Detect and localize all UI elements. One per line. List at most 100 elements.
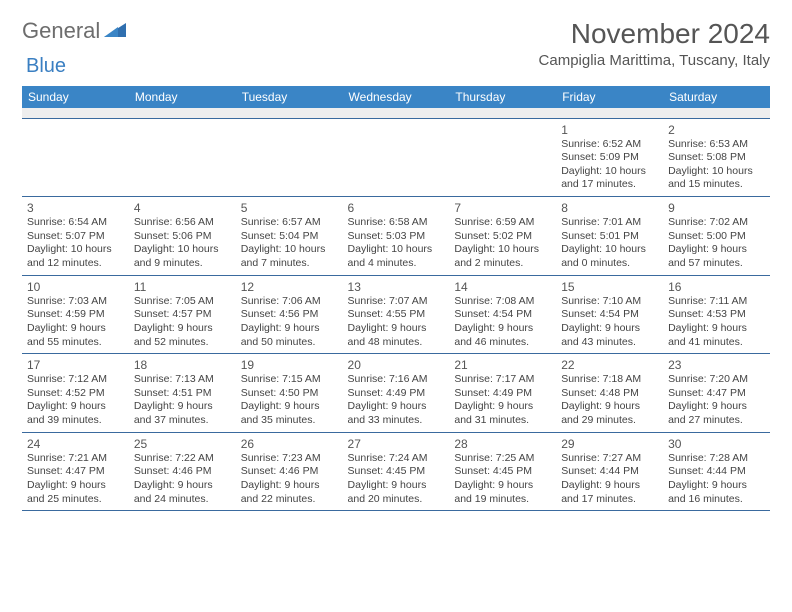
sunset-text: Sunset: 4:44 PM — [561, 465, 658, 479]
day-cell: 23Sunrise: 7:20 AMSunset: 4:47 PMDayligh… — [663, 354, 770, 433]
title-block: November 2024 Campiglia Marittima, Tusca… — [539, 18, 770, 69]
sunrise-text: Sunrise: 6:56 AM — [134, 216, 231, 230]
day-cell: 26Sunrise: 7:23 AMSunset: 4:46 PMDayligh… — [236, 432, 343, 511]
day-number: 27 — [348, 435, 445, 452]
daylight-text: Daylight: 9 hours and 39 minutes. — [27, 400, 124, 427]
sunrise-text: Sunrise: 7:08 AM — [454, 295, 551, 309]
day-cell: 22Sunrise: 7:18 AMSunset: 4:48 PMDayligh… — [556, 354, 663, 433]
sunset-text: Sunset: 5:09 PM — [561, 151, 658, 165]
sunrise-text: Sunrise: 7:12 AM — [27, 373, 124, 387]
sunrise-text: Sunrise: 7:10 AM — [561, 295, 658, 309]
sunrise-text: Sunrise: 7:06 AM — [241, 295, 338, 309]
day-cell: 27Sunrise: 7:24 AMSunset: 4:45 PMDayligh… — [343, 432, 450, 511]
day-cell: 29Sunrise: 7:27 AMSunset: 4:44 PMDayligh… — [556, 432, 663, 511]
day-info: Sunrise: 6:56 AMSunset: 5:06 PMDaylight:… — [134, 216, 231, 271]
day-info: Sunrise: 7:10 AMSunset: 4:54 PMDaylight:… — [561, 295, 658, 350]
day-number: 11 — [134, 278, 231, 295]
day-cell: 21Sunrise: 7:17 AMSunset: 4:49 PMDayligh… — [449, 354, 556, 433]
day-number: 24 — [27, 435, 124, 452]
daylight-text: Daylight: 10 hours and 7 minutes. — [241, 243, 338, 270]
day-cell: 19Sunrise: 7:15 AMSunset: 4:50 PMDayligh… — [236, 354, 343, 433]
day-cell: 11Sunrise: 7:05 AMSunset: 4:57 PMDayligh… — [129, 275, 236, 354]
day-number: 12 — [241, 278, 338, 295]
day-cell: 5Sunrise: 6:57 AMSunset: 5:04 PMDaylight… — [236, 197, 343, 276]
sunset-text: Sunset: 4:54 PM — [561, 308, 658, 322]
day-info: Sunrise: 6:59 AMSunset: 5:02 PMDaylight:… — [454, 216, 551, 271]
daylight-text: Daylight: 10 hours and 4 minutes. — [348, 243, 445, 270]
sunrise-text: Sunrise: 7:01 AM — [561, 216, 658, 230]
sunset-text: Sunset: 4:59 PM — [27, 308, 124, 322]
sunrise-text: Sunrise: 7:27 AM — [561, 452, 658, 466]
month-title: November 2024 — [539, 18, 770, 50]
day-cell: 17Sunrise: 7:12 AMSunset: 4:52 PMDayligh… — [22, 354, 129, 433]
day-header: Tuesday — [236, 86, 343, 108]
daylight-text: Daylight: 9 hours and 46 minutes. — [454, 322, 551, 349]
day-cell: 1Sunrise: 6:52 AMSunset: 5:09 PMDaylight… — [556, 118, 663, 197]
sunrise-text: Sunrise: 7:05 AM — [134, 295, 231, 309]
sunset-text: Sunset: 5:01 PM — [561, 230, 658, 244]
day-cell: 3Sunrise: 6:54 AMSunset: 5:07 PMDaylight… — [22, 197, 129, 276]
day-header: Monday — [129, 86, 236, 108]
day-header-row: SundayMondayTuesdayWednesdayThursdayFrid… — [22, 86, 770, 108]
empty-cell — [449, 118, 556, 197]
day-cell: 15Sunrise: 7:10 AMSunset: 4:54 PMDayligh… — [556, 275, 663, 354]
day-info: Sunrise: 6:54 AMSunset: 5:07 PMDaylight:… — [27, 216, 124, 271]
day-number: 2 — [668, 121, 765, 138]
daylight-text: Daylight: 9 hours and 37 minutes. — [134, 400, 231, 427]
sunrise-text: Sunrise: 7:03 AM — [27, 295, 124, 309]
day-cell: 30Sunrise: 7:28 AMSunset: 4:44 PMDayligh… — [663, 432, 770, 511]
empty-cell — [129, 118, 236, 197]
daylight-text: Daylight: 9 hours and 25 minutes. — [27, 479, 124, 506]
sunset-text: Sunset: 5:04 PM — [241, 230, 338, 244]
day-cell: 20Sunrise: 7:16 AMSunset: 4:49 PMDayligh… — [343, 354, 450, 433]
day-info: Sunrise: 7:01 AMSunset: 5:01 PMDaylight:… — [561, 216, 658, 271]
daylight-text: Daylight: 10 hours and 0 minutes. — [561, 243, 658, 270]
daylight-text: Daylight: 10 hours and 17 minutes. — [561, 165, 658, 192]
sunrise-text: Sunrise: 7:22 AM — [134, 452, 231, 466]
day-cell: 28Sunrise: 7:25 AMSunset: 4:45 PMDayligh… — [449, 432, 556, 511]
sunrise-text: Sunrise: 6:59 AM — [454, 216, 551, 230]
sunrise-text: Sunrise: 7:13 AM — [134, 373, 231, 387]
empty-cell — [343, 118, 450, 197]
day-cell: 8Sunrise: 7:01 AMSunset: 5:01 PMDaylight… — [556, 197, 663, 276]
sunset-text: Sunset: 5:00 PM — [668, 230, 765, 244]
sunset-text: Sunset: 5:02 PM — [454, 230, 551, 244]
sunset-text: Sunset: 4:44 PM — [668, 465, 765, 479]
week-row: 1Sunrise: 6:52 AMSunset: 5:09 PMDaylight… — [22, 118, 770, 197]
day-info: Sunrise: 7:28 AMSunset: 4:44 PMDaylight:… — [668, 452, 765, 507]
daylight-text: Daylight: 9 hours and 50 minutes. — [241, 322, 338, 349]
day-info: Sunrise: 7:24 AMSunset: 4:45 PMDaylight:… — [348, 452, 445, 507]
day-number: 25 — [134, 435, 231, 452]
sunset-text: Sunset: 4:56 PM — [241, 308, 338, 322]
day-number: 29 — [561, 435, 658, 452]
day-info: Sunrise: 7:06 AMSunset: 4:56 PMDaylight:… — [241, 295, 338, 350]
spacer-row — [22, 108, 770, 118]
sunset-text: Sunset: 4:47 PM — [668, 387, 765, 401]
empty-cell — [22, 118, 129, 197]
day-info: Sunrise: 7:11 AMSunset: 4:53 PMDaylight:… — [668, 295, 765, 350]
day-info: Sunrise: 6:57 AMSunset: 5:04 PMDaylight:… — [241, 216, 338, 271]
daylight-text: Daylight: 9 hours and 57 minutes. — [668, 243, 765, 270]
sunrise-text: Sunrise: 6:57 AM — [241, 216, 338, 230]
daylight-text: Daylight: 9 hours and 22 minutes. — [241, 479, 338, 506]
day-info: Sunrise: 6:58 AMSunset: 5:03 PMDaylight:… — [348, 216, 445, 271]
daylight-text: Daylight: 9 hours and 33 minutes. — [348, 400, 445, 427]
day-info: Sunrise: 7:16 AMSunset: 4:49 PMDaylight:… — [348, 373, 445, 428]
sunrise-text: Sunrise: 7:20 AM — [668, 373, 765, 387]
sunset-text: Sunset: 4:45 PM — [348, 465, 445, 479]
sunset-text: Sunset: 4:47 PM — [27, 465, 124, 479]
day-cell: 7Sunrise: 6:59 AMSunset: 5:02 PMDaylight… — [449, 197, 556, 276]
day-header: Thursday — [449, 86, 556, 108]
daylight-text: Daylight: 10 hours and 12 minutes. — [27, 243, 124, 270]
day-info: Sunrise: 7:23 AMSunset: 4:46 PMDaylight:… — [241, 452, 338, 507]
sunset-text: Sunset: 4:50 PM — [241, 387, 338, 401]
week-row: 3Sunrise: 6:54 AMSunset: 5:07 PMDaylight… — [22, 197, 770, 276]
daylight-text: Daylight: 9 hours and 19 minutes. — [454, 479, 551, 506]
week-row: 17Sunrise: 7:12 AMSunset: 4:52 PMDayligh… — [22, 354, 770, 433]
sunrise-text: Sunrise: 7:07 AM — [348, 295, 445, 309]
day-cell: 16Sunrise: 7:11 AMSunset: 4:53 PMDayligh… — [663, 275, 770, 354]
day-number: 14 — [454, 278, 551, 295]
daylight-text: Daylight: 9 hours and 41 minutes. — [668, 322, 765, 349]
day-cell: 18Sunrise: 7:13 AMSunset: 4:51 PMDayligh… — [129, 354, 236, 433]
sunrise-text: Sunrise: 7:23 AM — [241, 452, 338, 466]
